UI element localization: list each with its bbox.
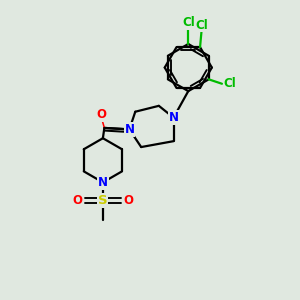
Text: Cl: Cl: [182, 16, 195, 29]
Text: N: N: [98, 176, 108, 189]
Text: O: O: [72, 194, 82, 207]
Text: S: S: [98, 194, 108, 207]
Text: Cl: Cl: [224, 77, 236, 90]
Text: O: O: [124, 194, 134, 207]
Text: Cl: Cl: [195, 19, 208, 32]
Text: N: N: [124, 123, 134, 136]
Text: O: O: [96, 108, 106, 121]
Text: N: N: [169, 111, 178, 124]
